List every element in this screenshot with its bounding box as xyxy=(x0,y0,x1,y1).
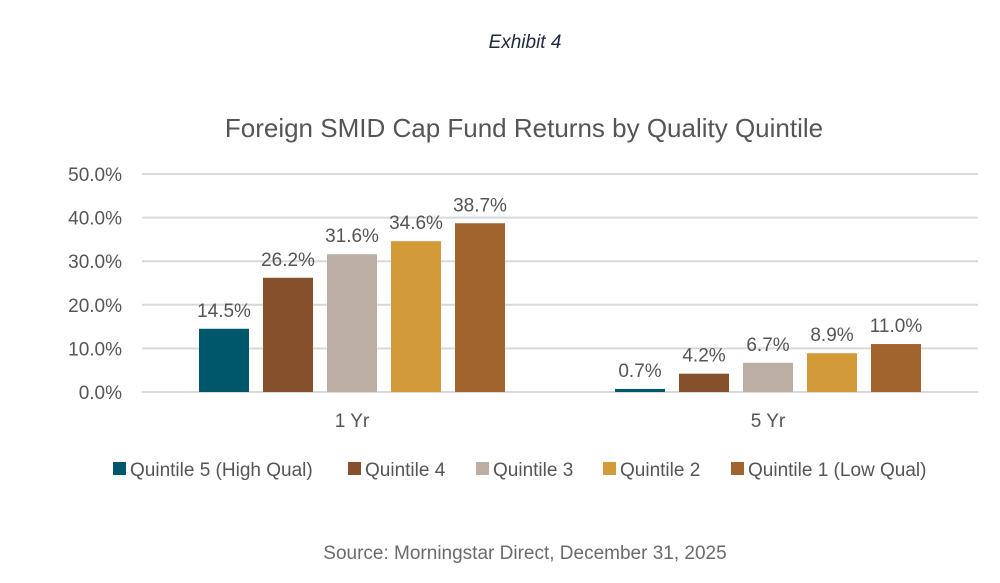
data-label: 6.7% xyxy=(746,335,789,356)
legend-swatch xyxy=(476,462,489,475)
source-note: Source: Morningstar Direct, December 31,… xyxy=(323,543,727,564)
legend-swatch xyxy=(113,462,126,475)
y-tick-label: 10.0% xyxy=(68,339,122,360)
y-axis: 0.0% 10.0% 20.0% 30.0% 40.0% 50.0% xyxy=(68,165,122,404)
legend-swatch xyxy=(731,462,744,475)
bar xyxy=(807,353,857,392)
data-label: 11.0% xyxy=(870,316,923,337)
legend-item: Quintile 1 (Low Qual) xyxy=(731,460,926,481)
data-label: 0.7% xyxy=(618,361,661,382)
legend-label: Quintile 1 (Low Qual) xyxy=(748,460,926,481)
legend-label: Quintile 3 xyxy=(493,460,573,481)
bar xyxy=(327,254,377,392)
bar xyxy=(743,362,793,392)
y-tick-label: 40.0% xyxy=(68,209,122,230)
y-tick-label: 20.0% xyxy=(68,296,122,317)
data-label: 38.7% xyxy=(453,195,507,216)
bar xyxy=(263,277,313,392)
data-label: 34.6% xyxy=(389,213,443,234)
legend-item: Quintile 5 (High Qual) xyxy=(113,460,313,481)
bars xyxy=(199,223,921,392)
data-label: 26.2% xyxy=(261,250,315,271)
bar xyxy=(615,388,665,392)
legend-item: Quintile 3 xyxy=(476,460,573,481)
x-tick-label: 1 Yr xyxy=(335,411,370,432)
exhibit-label: Exhibit 4 xyxy=(488,32,562,53)
data-label: 14.5% xyxy=(197,301,251,322)
chart-title: Foreign SMID Cap Fund Returns by Quality… xyxy=(225,113,823,143)
legend-swatch xyxy=(603,462,616,475)
x-tick-label: 5 Yr xyxy=(751,411,786,432)
bar xyxy=(391,241,441,392)
data-label: 31.6% xyxy=(325,226,379,247)
data-labels: 14.5% 26.2% 31.6% 34.6% 38.7% 0.7% 4.2% 6.7% 8.9… xyxy=(197,195,922,382)
bar xyxy=(455,223,505,392)
legend-label: Quintile 5 (High Qual) xyxy=(130,460,313,481)
legend-label: Quintile 4 xyxy=(365,460,446,481)
legend-swatch xyxy=(348,462,361,475)
y-tick-label: 30.0% xyxy=(68,252,122,273)
y-tick-label: 0.0% xyxy=(79,383,122,404)
legend-label: Quintile 2 xyxy=(620,460,700,481)
bar xyxy=(199,328,249,392)
bar xyxy=(679,373,729,392)
x-axis: 1 Yr 5 Yr xyxy=(335,411,786,432)
data-label: 8.9% xyxy=(810,325,853,346)
y-tick-label: 50.0% xyxy=(68,165,122,186)
data-label: 4.2% xyxy=(682,346,725,367)
bar xyxy=(871,344,921,392)
legend: Quintile 5 (High Qual) Quintile 4 Quintile… xyxy=(113,460,926,481)
legend-item: Quintile 4 xyxy=(348,460,446,481)
legend-item: Quintile 2 xyxy=(603,460,700,481)
